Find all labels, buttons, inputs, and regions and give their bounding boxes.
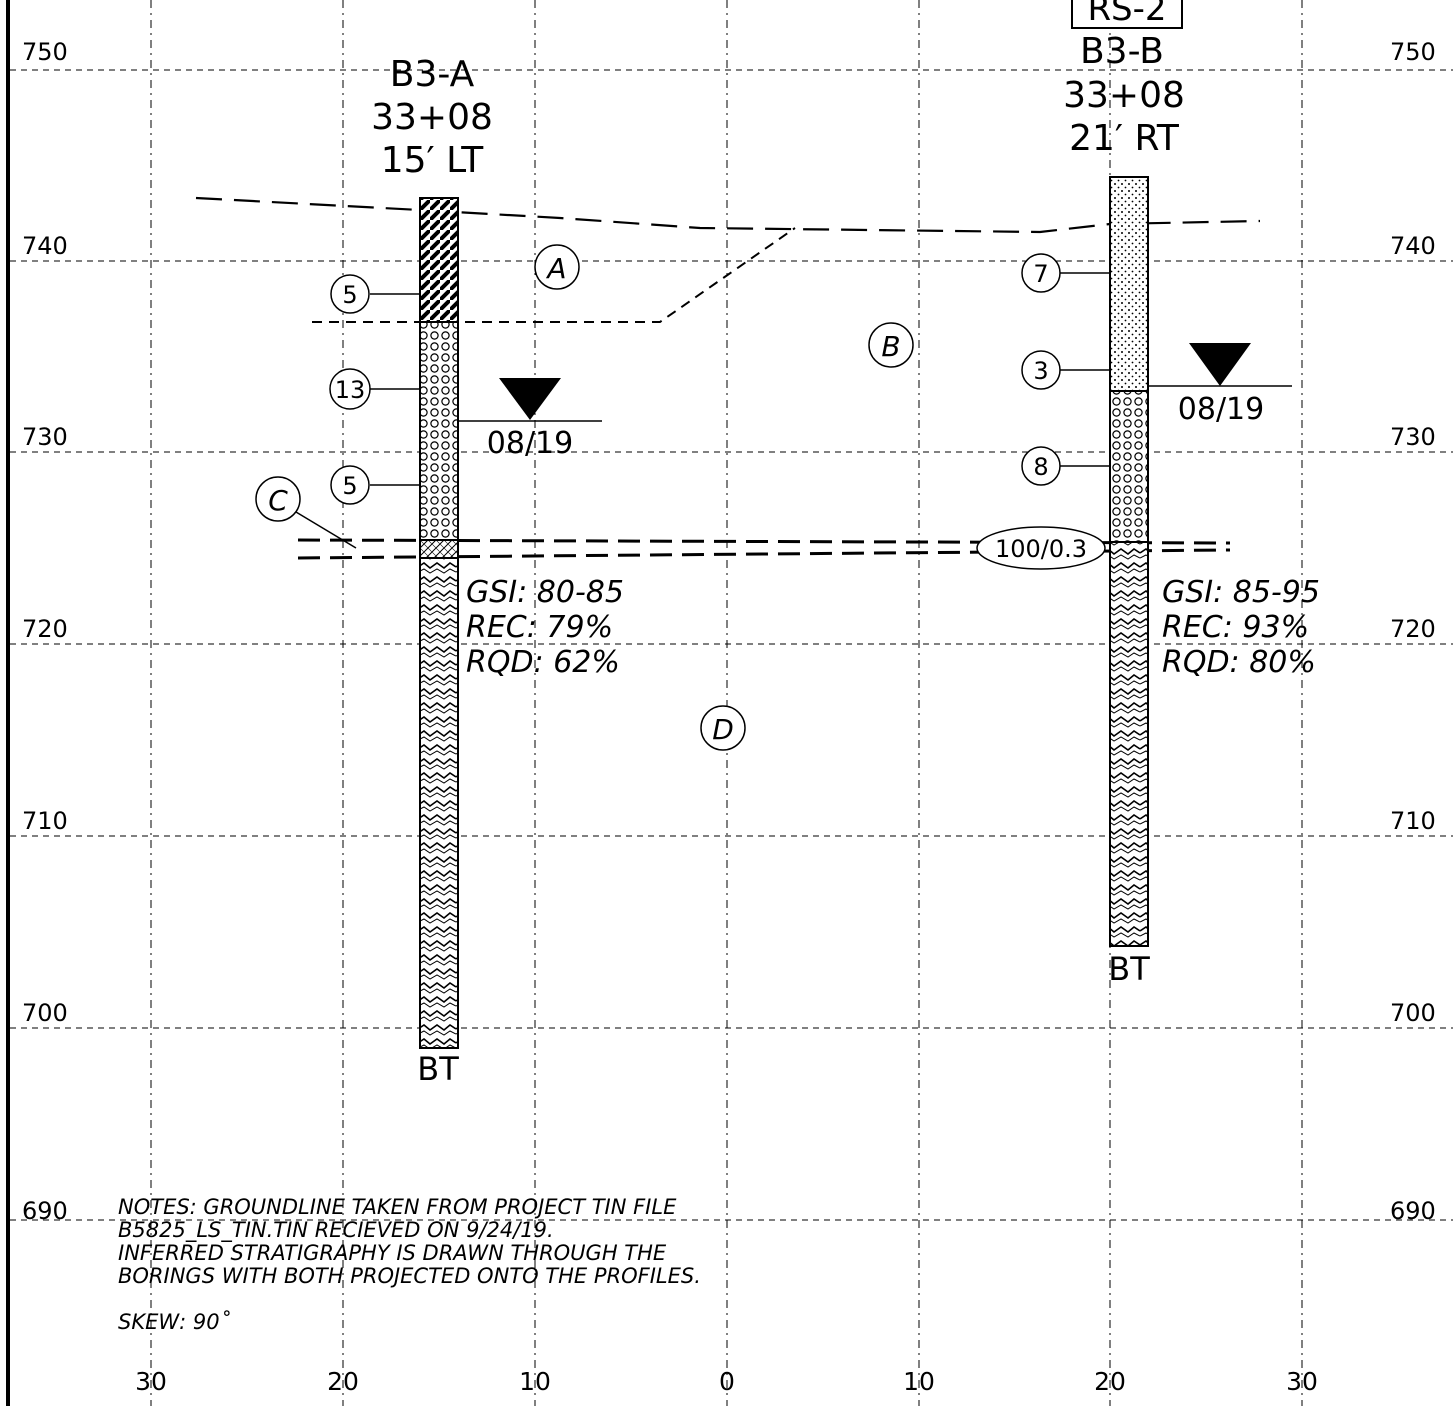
svg-text:C: C [268,484,288,517]
stratum-label-c: C [255,476,357,549]
svg-text:3: 3 [1033,357,1048,385]
rec-value: REC: 93% [1162,610,1309,645]
water-table-icon [499,378,561,420]
gravel-layer [1109,390,1149,543]
boring-tag: RS-2 [1087,0,1166,29]
svg-text:5: 5 [342,281,357,309]
ground-line [195,196,1261,234]
boring-id: B3-A [390,54,475,95]
weathered-rock-layer [419,539,459,559]
notes-line: B5825_LS_TIN.TIN RECIEVED ON 9/24/19. [118,1218,554,1243]
elev-label: 750 [22,38,68,66]
elev-label: 700 [1390,999,1436,1027]
rock-layer [1109,541,1149,947]
water-table-marker: 08/19 [1148,343,1292,427]
offset-label: 30 [1286,1367,1318,1396]
notes-block: NOTES: GROUNDLINE TAKEN FROM PROJECT TIN… [118,1195,701,1334]
boring-offset: 21′ RT [1069,118,1180,159]
elev-label: 720 [1390,615,1436,643]
offset-labels: 30 20 10 0 10 20 30 [135,1367,1318,1396]
rqd-value: RQD: 62% [466,645,620,680]
boring-id: B3-B [1080,31,1164,72]
blow-count: 5 [330,465,420,505]
elev-label: 700 [22,999,68,1027]
rec-value: REC: 79% [466,610,613,645]
blow-count: 5 [330,274,420,314]
offset-label: 20 [327,1367,359,1396]
notes-line: NOTES: GROUNDLINE TAKEN FROM PROJECT TIN… [118,1195,677,1219]
stratum-label-d: D [700,705,746,751]
elev-label: 690 [22,1197,68,1225]
elev-label: 710 [22,807,68,835]
blow-count: 13 [329,368,420,410]
elevation-labels-right: 750 740 730 720 710 700 690 [1390,38,1436,1225]
rock-layer [419,557,459,1049]
svg-text:7: 7 [1033,260,1048,288]
water-table-icon [1189,343,1251,386]
refusal-value: 100/0.3 [976,526,1106,570]
elev-label: 730 [22,423,68,451]
gsi-value: GSI: 80-85 [466,575,624,610]
svg-text:100/0.3: 100/0.3 [995,535,1087,563]
offset-label: 20 [1094,1367,1126,1396]
blow-count: 8 [1021,446,1110,486]
water-table-marker: 08/19 [458,378,602,461]
boring-b3-b: RS-2 B3-B 33+08 21′ RT 7 3 8 100/0.3 [976,0,1320,988]
offset-label: 10 [903,1367,935,1396]
elev-label: 730 [1390,423,1436,451]
offset-label: 30 [135,1367,167,1396]
offset-label: 0 [719,1367,735,1396]
water-table-date: 08/19 [487,426,573,461]
offset-label: 10 [519,1367,551,1396]
svg-text:D: D [712,713,734,746]
offset-grid [150,0,1303,1406]
stratum-boundary-a-b [312,227,796,323]
notes-line: INFERRED STRATIGRAPHY IS DRAWN THROUGH T… [118,1241,667,1265]
elev-label: 690 [1390,1197,1436,1225]
boring-station: 33+08 [1063,75,1185,116]
elev-label: 710 [1390,807,1436,835]
water-table-date: 08/19 [1178,392,1264,427]
elevation-grid [10,69,1453,1221]
svg-text:A: A [545,252,566,285]
boring-station: 33+08 [371,97,493,138]
gsi-value: GSI: 85-95 [1162,575,1320,610]
skew-note: SKEW: 90˚ [118,1310,231,1334]
boring-tag-box [1071,0,1183,29]
elev-label: 740 [1390,232,1436,260]
elev-label: 740 [22,232,68,260]
boring-termination: BT [417,1050,459,1088]
fill-layer [419,197,459,323]
notes-line: BORINGS WITH BOTH PROJECTED ONTO THE PRO… [118,1264,701,1288]
svg-text:8: 8 [1033,453,1048,481]
sand-layer [1109,176,1149,392]
stratum-label-b: B [868,322,914,368]
elev-label: 720 [22,615,68,643]
elev-label: 750 [1390,38,1436,66]
stratum-label-a: A [534,244,580,290]
blow-count: 7 [1021,253,1110,293]
elevation-labels-left: 750 740 730 720 710 700 690 [22,38,68,1225]
svg-text:5: 5 [342,472,357,500]
gravel-layer [419,321,459,541]
boring-b3-a: B3-A 33+08 15′ LT 5 13 5 08/19 [329,54,624,1088]
boring-termination: BT [1108,950,1150,988]
rqd-value: RQD: 80% [1162,645,1316,680]
svg-text:13: 13 [335,376,366,404]
blow-count: 3 [1021,350,1110,390]
svg-text:B: B [881,330,900,363]
boring-offset: 15′ LT [381,140,485,181]
